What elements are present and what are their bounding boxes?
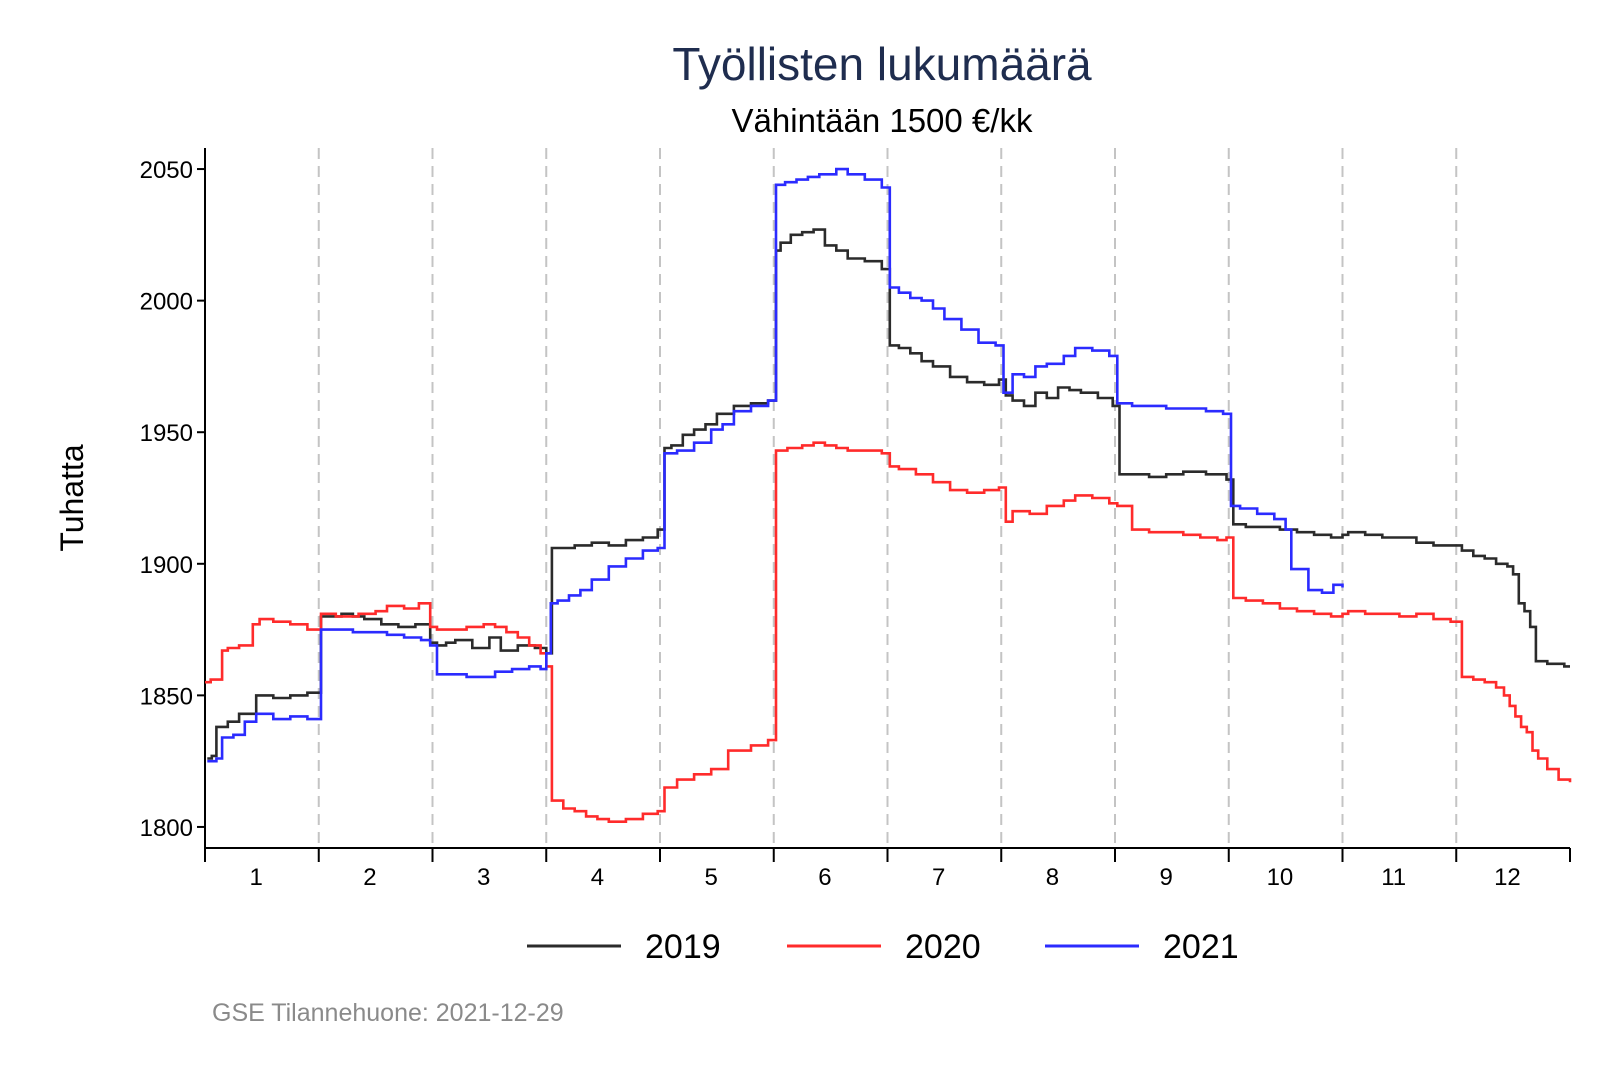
series-line-2020	[205, 441, 1572, 823]
x-tick-label-11: 11	[1381, 864, 1406, 891]
x-tick-label-9: 9	[1160, 864, 1173, 891]
x-tick-label-7: 7	[932, 864, 945, 891]
y-tick-label: 2000	[140, 289, 193, 316]
legend-label-2021: 2021	[1163, 928, 1239, 966]
series-lines	[205, 167, 1572, 823]
x-tick-label-8: 8	[1046, 864, 1059, 891]
legend-label-2019: 2019	[645, 928, 721, 966]
x-tick-label-12: 12	[1494, 864, 1521, 891]
x-tick-label-6: 6	[818, 864, 831, 891]
y-axis-ticks: 1800 1850 1900 1950 2000 2050	[140, 157, 205, 842]
y-axis-label: Tuhatta	[54, 444, 90, 552]
month-grid	[317, 148, 1458, 848]
x-tick-label-10: 10	[1267, 864, 1294, 891]
source-note: GSE Tilannehuone: 2021-12-29	[212, 999, 564, 1027]
x-axis-ticks: 1 2 3 4 5 6 7 8 9 10 11 12	[204, 848, 1571, 891]
x-tick-label-3: 3	[477, 864, 490, 891]
y-tick-label: 1950	[140, 420, 193, 447]
y-tick-label: 1800	[140, 815, 193, 842]
y-tick-label: 1850	[140, 683, 193, 710]
x-tick-label-2: 2	[363, 864, 376, 891]
x-tick-label-4: 4	[591, 864, 604, 891]
series-line-2021	[207, 167, 1344, 763]
chart-title: Työllisten lukumäärä	[672, 38, 1092, 90]
series-line-2019	[207, 228, 1570, 760]
y-tick-label: 2050	[140, 157, 193, 184]
legend: 2019 2020 2021	[527, 928, 1239, 966]
x-tick-label-1: 1	[250, 864, 263, 891]
y-tick-label: 1900	[140, 552, 193, 579]
legend-label-2020: 2020	[905, 928, 981, 966]
chart-subtitle: Vähintään 1500 €/kk	[732, 102, 1033, 139]
x-tick-label-5: 5	[705, 864, 718, 891]
